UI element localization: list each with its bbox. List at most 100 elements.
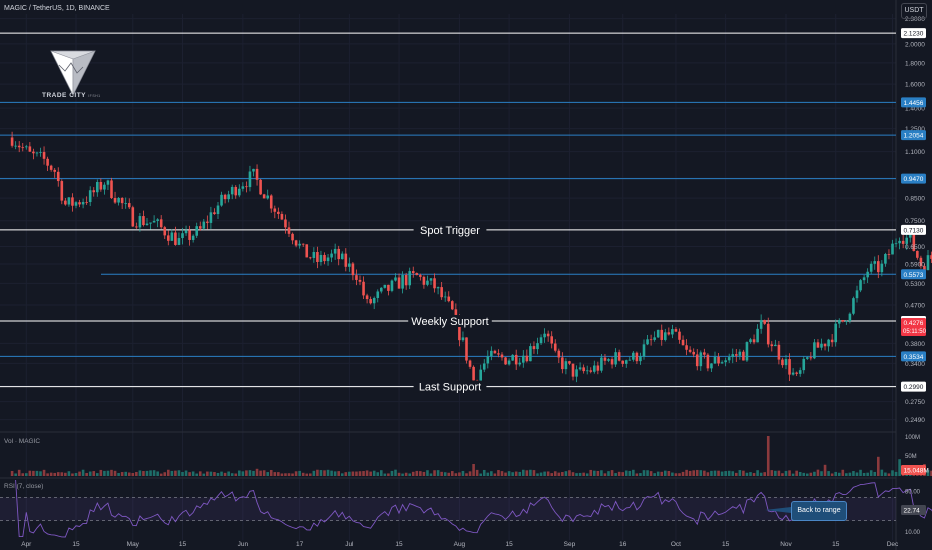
candle-body xyxy=(493,350,497,354)
candle-body xyxy=(191,235,195,240)
volume-bar xyxy=(720,471,724,476)
candle-body xyxy=(42,152,46,159)
volume-bar xyxy=(539,472,543,476)
candle-body xyxy=(742,351,745,361)
volume-bar xyxy=(635,473,639,476)
volume-bar xyxy=(724,471,727,476)
volume-bar xyxy=(81,469,85,476)
volume-bar xyxy=(649,471,653,476)
volume-bar xyxy=(227,471,230,476)
volume-bar xyxy=(266,472,269,476)
volume-bar xyxy=(578,472,582,476)
volume-bar xyxy=(323,470,326,476)
candle-body xyxy=(649,339,653,341)
candle-body xyxy=(713,356,717,364)
volume-label: Vol · MAGIC xyxy=(4,438,41,445)
level-annotation-bg xyxy=(413,223,487,236)
candle-body xyxy=(575,369,578,377)
candle-body xyxy=(546,333,550,337)
level-price-label: 1.2054 xyxy=(904,133,924,140)
volume-bar xyxy=(674,473,678,476)
candle-body xyxy=(802,358,806,371)
volume-bar xyxy=(248,470,252,476)
volume-bar xyxy=(42,469,46,476)
y-tick-label: 1.2500 xyxy=(905,126,925,133)
volume-bar xyxy=(255,468,259,476)
candle-body xyxy=(358,279,362,282)
volume-bar xyxy=(415,470,419,476)
level-price-label: 0.7130 xyxy=(904,227,924,234)
candle-body xyxy=(472,366,475,381)
y-tick-label: 0.7500 xyxy=(905,218,925,225)
volume-bar xyxy=(695,469,699,476)
candle-body xyxy=(539,337,543,344)
currency-button[interactable]: USDT xyxy=(901,3,927,19)
candle-body xyxy=(891,243,894,255)
candle-body xyxy=(277,211,280,214)
volume-bar xyxy=(784,470,788,476)
volume-bar xyxy=(124,471,127,476)
candle-body xyxy=(596,365,600,371)
candle-body xyxy=(703,352,706,355)
volume-bar xyxy=(727,470,731,476)
volume-bar xyxy=(326,469,330,476)
volume-bar xyxy=(287,473,291,476)
candle-body xyxy=(223,194,227,200)
volume-bar xyxy=(823,464,827,476)
candle-body xyxy=(798,370,802,374)
volume-bar xyxy=(859,469,862,476)
volume-bar xyxy=(571,472,575,476)
rsi-label: RSI (7, close) xyxy=(4,483,44,490)
candle-body xyxy=(174,232,177,245)
level-price-label: 0.5573 xyxy=(904,272,924,279)
volume-bar xyxy=(67,471,71,476)
candle-body xyxy=(678,331,681,340)
volume-bar xyxy=(131,473,135,476)
volume-bar xyxy=(781,473,784,476)
candle-body xyxy=(163,227,167,236)
level-price-tag xyxy=(901,28,926,39)
y-tick-label: 2.0000 xyxy=(905,41,925,48)
candle-body xyxy=(252,168,255,172)
volume-bar xyxy=(298,470,301,476)
volume-bar xyxy=(884,472,887,476)
candle-body xyxy=(745,342,749,361)
volume-bar xyxy=(191,471,195,476)
volume-bar xyxy=(816,469,820,476)
candle-body xyxy=(266,195,269,199)
volume-bar xyxy=(316,469,319,476)
volume-bar xyxy=(60,472,64,476)
volume-bar xyxy=(213,472,216,476)
candle-body xyxy=(908,234,912,238)
candle-body xyxy=(735,354,738,356)
volume-bar xyxy=(653,473,656,476)
volume-bar xyxy=(365,470,369,476)
volume-bar xyxy=(575,473,578,476)
volume-bar xyxy=(21,473,25,476)
x-tick-label: 16 xyxy=(619,541,627,548)
y-tick-label: 0.2490 xyxy=(905,417,925,424)
volume-bar xyxy=(596,470,600,476)
volume-bar xyxy=(493,473,497,476)
volume-bar xyxy=(440,471,443,476)
volume-bar xyxy=(930,470,932,476)
volume-bar xyxy=(397,472,401,476)
candle-body xyxy=(451,301,454,310)
candle-body xyxy=(806,357,809,359)
candle-body xyxy=(394,277,397,281)
volume-bar xyxy=(841,469,845,476)
volume-bar xyxy=(380,470,383,476)
candle-body xyxy=(614,352,617,365)
level-price-label: 0.3534 xyxy=(904,354,924,361)
volume-bar xyxy=(525,470,529,476)
candle-body xyxy=(46,158,49,166)
level-price-tag xyxy=(901,130,926,141)
candle-body xyxy=(17,145,21,148)
candle-body xyxy=(777,344,781,360)
candle-body xyxy=(511,354,514,361)
candle-body xyxy=(85,201,88,203)
volume-bar xyxy=(614,473,617,476)
